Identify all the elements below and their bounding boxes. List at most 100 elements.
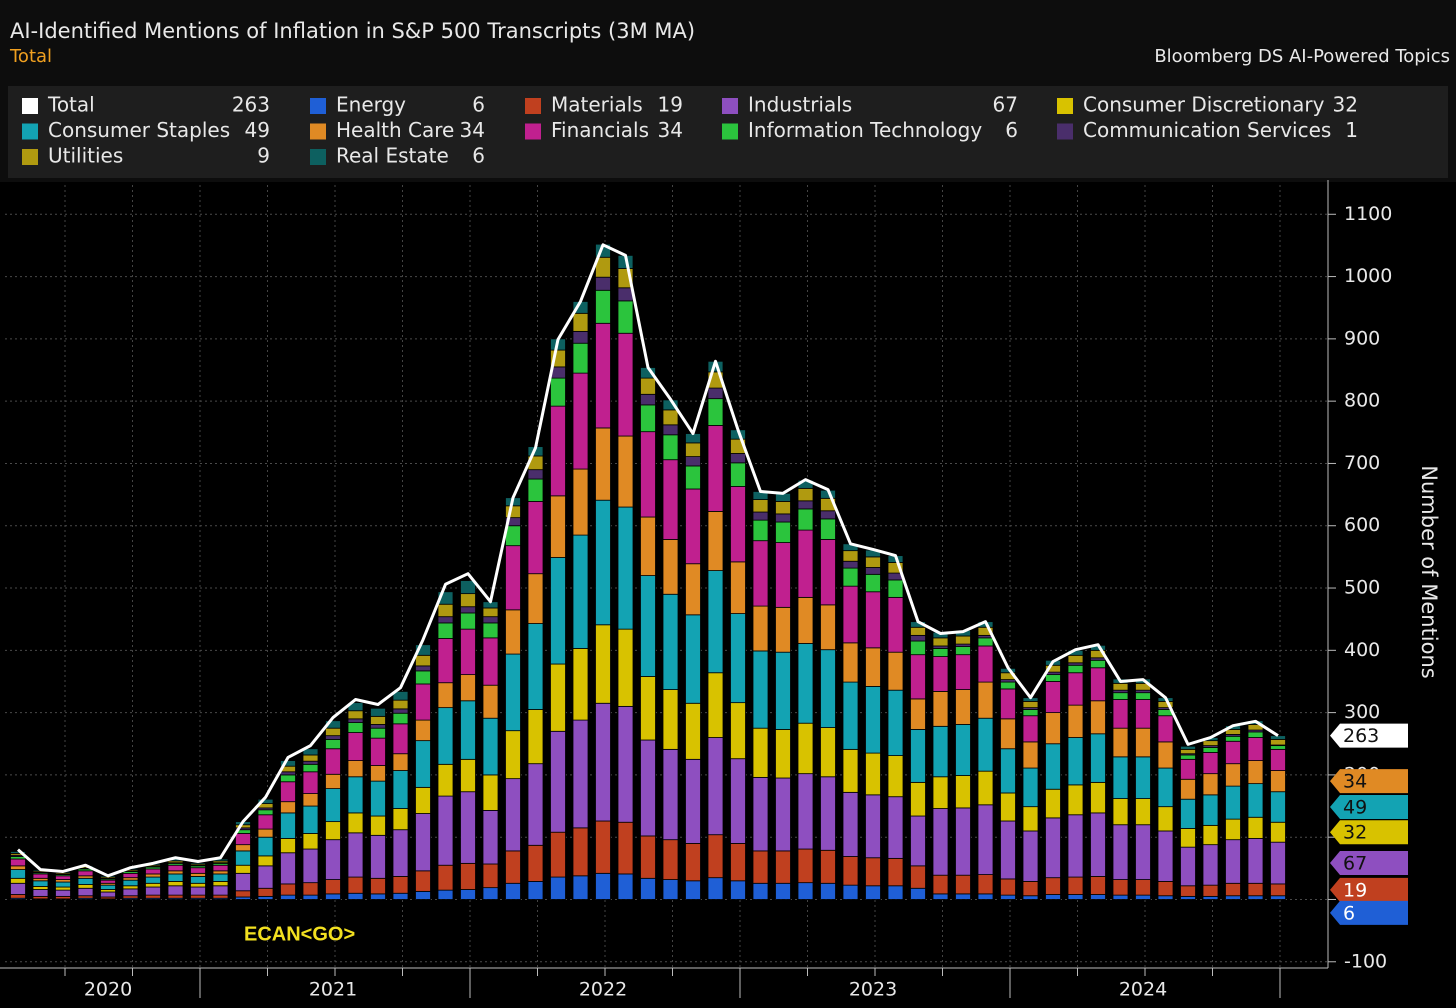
bar-segment (1045, 788, 1061, 819)
bar-segment (235, 850, 251, 866)
bar-segment (527, 478, 544, 502)
bar-segment (302, 763, 319, 773)
bar-segment (685, 702, 701, 760)
bar-segment (415, 670, 431, 685)
bar-segment (1135, 824, 1151, 880)
bar-segment (932, 691, 949, 727)
bar-segment (280, 883, 296, 896)
bar-segment (1022, 881, 1039, 897)
bar-segment (122, 888, 139, 897)
bar-segment (685, 456, 701, 467)
bar-segment (302, 754, 319, 762)
bar-segment (1090, 700, 1106, 735)
bar-segment (1225, 882, 1241, 897)
bar-segment (257, 809, 274, 816)
bar-segment (752, 727, 769, 778)
callout (1330, 820, 1408, 845)
bar-segment (370, 834, 386, 879)
annotation: ECAN<GO> (244, 923, 355, 945)
bar-segment (1067, 784, 1084, 816)
bar-segment (415, 683, 431, 721)
bar-segment (572, 342, 589, 374)
bar-segment (932, 656, 949, 692)
bar-segment (460, 593, 476, 608)
bar-segment (1067, 704, 1084, 738)
bar-segment (1135, 894, 1151, 900)
bar-segment (122, 872, 139, 879)
total-line (17, 243, 1279, 878)
bar-segment (617, 628, 634, 707)
bar-segment (662, 879, 679, 900)
bar-segment (302, 793, 319, 807)
bar-segment (167, 881, 184, 887)
bar-segment (482, 616, 499, 624)
bar-segment (797, 487, 814, 502)
bar-segment (257, 865, 274, 889)
bar-segment (887, 689, 904, 756)
bar-segment (392, 691, 409, 701)
bar-segment (595, 427, 611, 501)
y-tick-label: 1000 (1344, 265, 1392, 287)
bar-segment (505, 653, 521, 732)
bar-segment (842, 748, 859, 793)
bar-segment (730, 880, 746, 900)
bar-segment (347, 832, 364, 878)
bar-segment (527, 623, 544, 710)
bar-segment (280, 852, 296, 885)
bar-segment (550, 495, 566, 558)
bar-segment (167, 870, 184, 875)
callout-value: 49 (1343, 796, 1367, 818)
bar-segment (1135, 798, 1151, 826)
bar-segment (280, 838, 296, 854)
legend-swatch (22, 123, 38, 140)
bar-segment (482, 887, 499, 900)
bar-segment (1000, 688, 1016, 720)
bar-segment (932, 648, 949, 657)
bar-segment (775, 513, 791, 523)
bar-segment (392, 699, 409, 710)
bar-segment (1247, 731, 1264, 738)
bar-segment (1067, 737, 1084, 786)
bar-segment (910, 781, 926, 817)
bar-segment (550, 405, 566, 497)
bar-segment (1225, 729, 1241, 735)
bar-segment (820, 776, 836, 851)
bar-segment (820, 518, 836, 540)
bar-segment (1090, 812, 1106, 877)
bar-segment (437, 707, 454, 765)
legend-swatch (525, 123, 541, 140)
legend-value: 6 (472, 93, 485, 117)
legend-swatch (525, 98, 541, 114)
bar-segment (550, 663, 566, 732)
bar-segment (370, 780, 386, 817)
bar-segment (1000, 878, 1016, 896)
legend-swatch (310, 98, 326, 114)
bar-segment (167, 864, 184, 872)
bar-segment (302, 848, 319, 884)
bar-segment (730, 453, 746, 464)
legend-label: Utilities (48, 144, 123, 168)
legend-label: Consumer Discretionary (1083, 93, 1325, 117)
bar-segment (325, 839, 341, 880)
bar-segment (280, 894, 296, 900)
bar-segment (865, 567, 881, 575)
bar-segment (1022, 806, 1039, 832)
callout (1330, 877, 1408, 902)
bar-segment (437, 889, 454, 900)
bar-segment (347, 760, 364, 778)
bar-segment (527, 573, 544, 624)
bar-segment (662, 839, 679, 880)
bar-segment (280, 760, 296, 767)
bar-segment (797, 500, 814, 510)
bar-segment (10, 858, 26, 867)
bar-segment (1090, 667, 1106, 702)
bar-segment (797, 596, 814, 644)
bar-segment (505, 850, 521, 884)
bar-segment (482, 717, 499, 776)
bar-segment (302, 882, 319, 896)
bar-segment (1045, 712, 1061, 745)
bar-segment (1090, 781, 1106, 814)
bar-segment (1270, 821, 1286, 843)
bar-segment (505, 730, 521, 780)
